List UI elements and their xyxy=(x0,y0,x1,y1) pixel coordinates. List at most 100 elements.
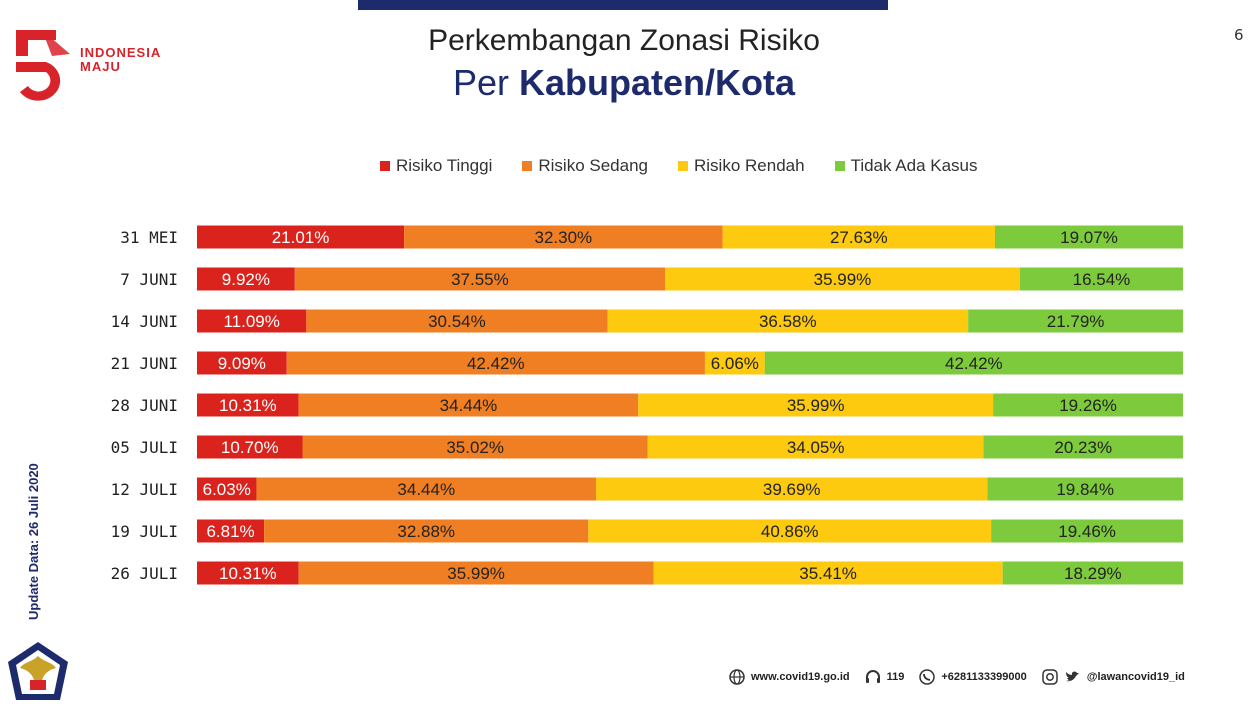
footer-social-text: @lawancovid19_id xyxy=(1086,671,1185,683)
category-label: 21 JUNI xyxy=(111,354,178,373)
category-label: 31 MEI xyxy=(120,228,178,247)
subtitle-prefix: Per xyxy=(452,62,519,103)
category-label: 19 JULI xyxy=(111,522,178,541)
footer-website-text: www.covid19.go.id xyxy=(751,671,850,683)
data-label: 34.44% xyxy=(440,396,498,415)
data-label: 35.99% xyxy=(447,564,505,583)
bar-segment xyxy=(994,225,1183,249)
data-label: 39.69% xyxy=(763,480,821,499)
data-label: 35.99% xyxy=(787,396,845,415)
bar-segment xyxy=(404,225,723,249)
chart-legend: Risiko Tinggi Risiko Sedang Risiko Renda… xyxy=(380,156,978,176)
page-number: 6 xyxy=(1234,26,1244,44)
data-label: 20.23% xyxy=(1054,438,1112,457)
footer-social[interactable]: @lawancovid19_id xyxy=(1041,668,1185,686)
garuda-emblem-icon xyxy=(8,642,68,700)
legend-label-sedang: Risiko Sedang xyxy=(538,156,648,175)
bar-segment xyxy=(764,351,1183,375)
legend-item-sedang: Risiko Sedang xyxy=(522,156,648,176)
data-label: 6.81% xyxy=(206,522,254,541)
bar-segment xyxy=(197,351,287,375)
footer-hotline[interactable]: 119 xyxy=(864,668,905,686)
bar-segment xyxy=(993,393,1183,417)
bar-segment xyxy=(704,351,765,375)
legend-swatch-tinggi xyxy=(380,161,390,171)
footer-whatsapp-text: +6281133399000 xyxy=(941,671,1027,683)
update-note: Update Data: 26 Juli 2020 xyxy=(26,463,41,620)
legend-item-tidak-ada: Tidak Ada Kasus xyxy=(834,156,978,176)
bar-segment xyxy=(987,477,1183,501)
data-label: 9.92% xyxy=(222,270,270,289)
bar-segment xyxy=(1019,267,1183,291)
data-label: 32.88% xyxy=(397,522,455,541)
legend-item-rendah: Risiko Rendah xyxy=(678,156,805,176)
data-label: 42.42% xyxy=(467,354,525,373)
bar-segment xyxy=(298,561,654,585)
bar-segment xyxy=(197,477,257,501)
data-label: 19.07% xyxy=(1060,228,1118,247)
bar-segment xyxy=(197,267,295,291)
bar-segment xyxy=(968,309,1183,333)
bar-segment xyxy=(588,519,992,543)
data-label: 27.63% xyxy=(830,228,888,247)
data-label: 34.44% xyxy=(397,480,455,499)
legend-label-tidak-ada: Tidak Ada Kasus xyxy=(850,156,978,175)
page-subtitle: Per Kabupaten/Kota xyxy=(300,62,948,104)
bar-segment xyxy=(264,519,589,543)
data-label: 18.29% xyxy=(1064,564,1122,583)
data-label: 16.54% xyxy=(1073,270,1131,289)
category-label: 12 JULI xyxy=(111,480,178,499)
page-title: Perkembangan Zonasi Risiko xyxy=(428,24,820,57)
data-label: 6.03% xyxy=(203,480,251,499)
bar-segment xyxy=(638,393,994,417)
bar-segment xyxy=(647,435,984,459)
indonesia-maju-75-logo xyxy=(16,30,70,101)
data-label: 34.05% xyxy=(787,438,845,457)
legend-label-rendah: Risiko Rendah xyxy=(694,156,805,175)
bar-segment xyxy=(306,309,608,333)
data-label: 35.41% xyxy=(799,564,857,583)
data-label: 10.31% xyxy=(219,396,277,415)
data-label: 21.01% xyxy=(272,228,330,247)
data-label: 37.55% xyxy=(451,270,509,289)
data-label: 6.06% xyxy=(711,354,759,373)
data-label: 35.02% xyxy=(446,438,504,457)
logo-text-line2: MAJU xyxy=(80,59,121,74)
data-label: 35.99% xyxy=(814,270,872,289)
data-label: 42.42% xyxy=(945,354,1003,373)
data-label: 30.54% xyxy=(428,312,486,331)
footer-website[interactable]: www.covid19.go.id xyxy=(728,668,850,686)
subtitle-bold: Kabupaten/Kota xyxy=(519,62,796,103)
data-label: 19.46% xyxy=(1058,522,1116,541)
whatsapp-icon xyxy=(919,669,936,685)
logo-text: INDONESIA MAJU xyxy=(80,46,161,74)
legend-swatch-rendah xyxy=(678,161,688,171)
data-label: 19.84% xyxy=(1056,480,1114,499)
data-label: 11.09% xyxy=(223,312,279,331)
data-label: 36.58% xyxy=(759,312,817,331)
bar-segment xyxy=(991,519,1183,543)
bar-segment xyxy=(197,393,299,417)
data-label: 10.70% xyxy=(221,438,279,457)
legend-label-tinggi: Risiko Tinggi xyxy=(396,156,493,175)
legend-swatch-tidak-ada xyxy=(834,161,845,171)
footer-whatsapp[interactable]: +6281133399000 xyxy=(918,668,1027,686)
bar-segment xyxy=(665,267,1020,291)
category-label: 05 JULI xyxy=(111,438,178,457)
bar-segment xyxy=(596,477,988,501)
data-label: 9.09% xyxy=(218,354,266,373)
headset-icon xyxy=(865,670,880,683)
category-label: 28 JUNI xyxy=(111,396,178,415)
category-label: 14 JUNI xyxy=(111,312,178,331)
data-label: 19.26% xyxy=(1059,396,1117,415)
data-label: 10.31% xyxy=(219,564,277,583)
bar-segment xyxy=(197,435,303,459)
footer-hotline-text: 119 xyxy=(886,671,905,683)
bar-segment xyxy=(197,225,405,249)
bar-segment xyxy=(197,561,299,585)
bar-segment xyxy=(983,435,1183,459)
footer-contacts: www.covid19.go.id 119 +6281133399000 @la… xyxy=(728,668,1185,686)
top-accent-bar xyxy=(358,0,888,10)
data-label: 21.79% xyxy=(1047,312,1105,331)
